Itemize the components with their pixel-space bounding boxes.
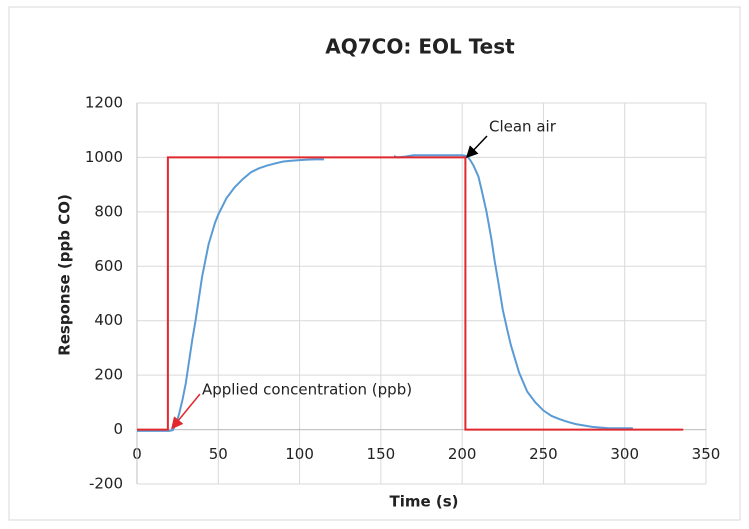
annotation: Applied concentration (ppb) (202, 381, 412, 399)
y-tick-label: 1000 (85, 148, 123, 166)
x-tick-label: 50 (209, 445, 228, 463)
x-tick-label: 250 (529, 445, 558, 463)
annotation-arrow (465, 135, 488, 159)
y-axis-label: Response (ppb CO) (56, 194, 74, 356)
y-tick-label: 600 (94, 257, 123, 275)
series-line (137, 156, 684, 431)
x-tick-label: 100 (285, 445, 314, 463)
annotation: Clean air (489, 118, 557, 136)
chart-title: AQ7CO: EOL Test (325, 35, 515, 59)
x-axis-label: Time (s) (389, 493, 458, 511)
annotation-arrow (171, 393, 201, 430)
y-tick-label: 400 (94, 311, 123, 329)
x-tick-label: 150 (367, 445, 396, 463)
x-tick-label: 300 (610, 445, 639, 463)
chart-frame (8, 6, 741, 521)
x-tick-label: 200 (448, 445, 477, 463)
y-tick-label: 200 (94, 366, 123, 384)
x-tick-label: 350 (692, 445, 721, 463)
y-tick-label: 1200 (85, 94, 123, 112)
y-tick-label: 0 (113, 420, 123, 438)
y-tick-label: -200 (89, 475, 123, 493)
y-tick-label: 800 (94, 202, 123, 220)
